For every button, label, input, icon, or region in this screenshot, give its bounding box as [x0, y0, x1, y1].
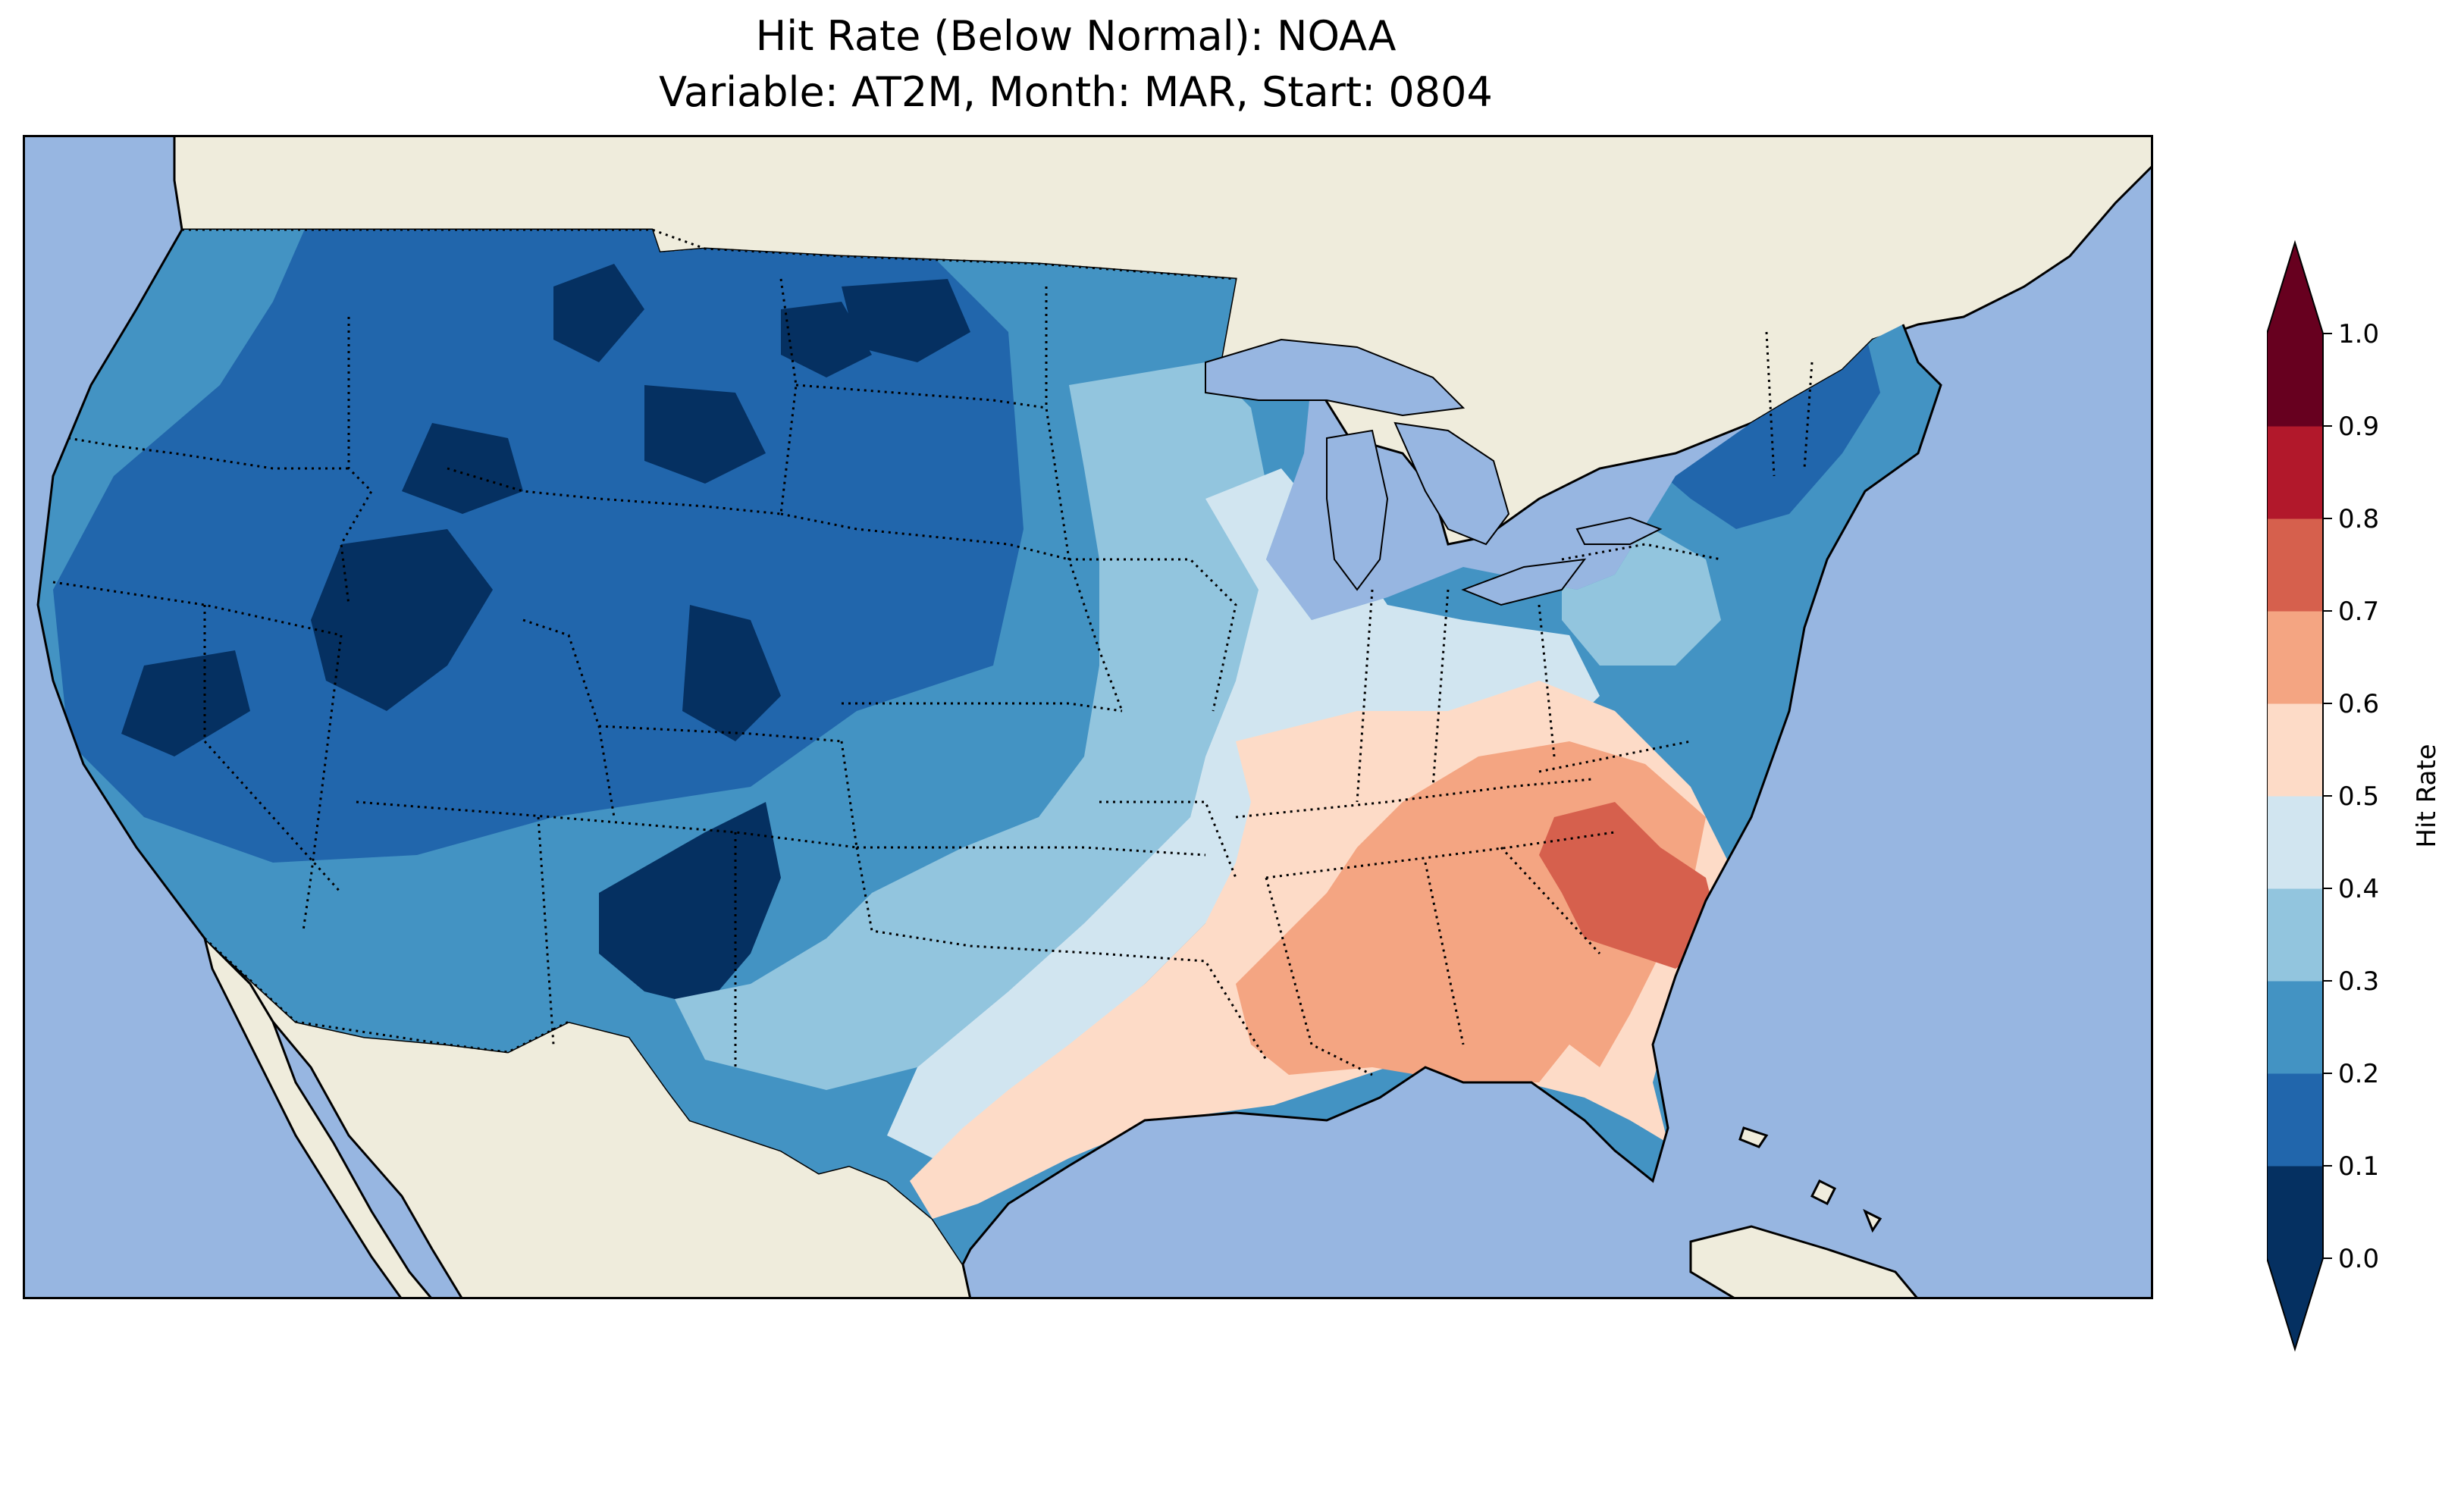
colorbar-bin-0.3-0.4 — [2267, 888, 2323, 982]
border-ok-tx — [855, 847, 1100, 955]
colorbar-bin-0.4-0.5 — [2267, 796, 2323, 889]
lake-michigan — [1326, 429, 1389, 591]
colorbar-tick-label: 0.1 — [2338, 1151, 2379, 1182]
colorbar-tick-label: 1.0 — [2338, 319, 2379, 349]
border-nc-va — [1538, 740, 1691, 773]
us-coastline — [36, 229, 1942, 1265]
colorbar-bin-0.1-0.2 — [2267, 1073, 2323, 1167]
lake-superior — [1205, 338, 1466, 417]
colorbar-tick-label: 0.7 — [2338, 597, 2379, 627]
baja-california — [202, 935, 434, 1299]
border-oh-in — [1356, 589, 1374, 803]
colorbar: 0.0 0.1 0.2 0.3 0.4 0.5 0.6 0.7 0.8 0.9 1.0 Hit Ra… — [2267, 240, 2442, 1352]
colorbar-tick-label: 0.5 — [2338, 781, 2379, 812]
state-borders — [52, 278, 1814, 1076]
border-nd-sd — [795, 384, 1047, 409]
hit-rate-field — [38, 230, 1941, 1264]
border-oh-pa — [1538, 604, 1556, 757]
colorbar-bin-0.6-0.7 — [2267, 611, 2323, 704]
us-canada-border — [182, 228, 1237, 280]
lake-ontario — [1575, 516, 1663, 545]
colorbar-bin-0.7-0.8 — [2267, 518, 2323, 612]
us-mexico-border — [203, 937, 569, 1054]
border-sd-ne — [780, 512, 1070, 561]
border-ut-co — [522, 619, 616, 818]
colorbar-tick-label: 0.8 — [2338, 504, 2379, 534]
border-pa-ny — [1561, 543, 1722, 561]
border-wy-co — [598, 725, 842, 743]
region-rockies-0.0-0.1-a — [402, 264, 970, 514]
colorbar-tick-label: 0.2 — [2338, 1059, 2379, 1089]
colorbar-tick-label: 0.4 — [2338, 874, 2379, 904]
region-0.3-0.4 — [675, 362, 1266, 1090]
colorbar-tick-label: 0.6 — [2338, 689, 2379, 719]
lake-huron — [1393, 421, 1510, 546]
border-mt-nd — [779, 278, 798, 515]
map-subtitle: Variable: AT2M, Month: MAR, Start: 0804 — [659, 68, 1493, 116]
region-rockies-0.0-0.1-b — [121, 529, 781, 1007]
colorbar-extend-high — [2267, 243, 2323, 334]
border-ar-la — [1099, 952, 1268, 1060]
border-ca-nv — [203, 605, 343, 894]
colorbar-label: Hit Rate — [2412, 744, 2442, 847]
colorbar-ticks: 0.0 0.1 0.2 0.3 0.4 0.5 0.6 0.7 0.8 0.9 1.0 — [2323, 319, 2379, 1274]
cuba — [1689, 1225, 1920, 1299]
map-frame — [23, 135, 2153, 1299]
colorbar-bins — [2267, 334, 2323, 1259]
border-in-il — [1431, 589, 1450, 788]
colorbar-bin-0.0-0.1 — [2267, 1166, 2323, 1259]
colorbar-bin-0.8-0.9 — [2267, 426, 2323, 519]
colorbar-bin-0.5-0.6 — [2267, 703, 2323, 797]
border-wa-or — [67, 437, 349, 470]
map-title: Hit Rate (Below Normal): NOAA — [755, 12, 1397, 60]
colorbar-extend-low — [2267, 1258, 2323, 1349]
map-panel — [23, 135, 2153, 1299]
border-ia-mo — [1069, 558, 1237, 712]
border-mo-ar — [1099, 800, 1237, 879]
great-lakes — [1205, 338, 1663, 606]
region-0.7-0.8 — [1539, 802, 1721, 969]
border-ky-tn — [1235, 778, 1593, 819]
colorbar-tick-label: 0.3 — [2338, 966, 2379, 997]
colorbar-bin-0.9-1.0 — [2267, 334, 2323, 427]
colorbar-tick-label: 0.9 — [2338, 412, 2379, 442]
region-0.4-0.5 — [887, 468, 1600, 1158]
lake-erie — [1461, 558, 1587, 606]
border-mt-wy — [447, 467, 782, 515]
colorbar-tick-label: 0.0 — [2338, 1244, 2379, 1274]
border-co-ks — [840, 741, 858, 848]
border-nv-ut — [302, 634, 343, 932]
bahamas — [1738, 1126, 1882, 1233]
colorbar-bin-0.2-0.3 — [2267, 981, 2323, 1074]
border-ne-ks — [842, 702, 1123, 713]
border-ks-ok — [857, 846, 1206, 857]
border-or-ca — [52, 581, 342, 637]
